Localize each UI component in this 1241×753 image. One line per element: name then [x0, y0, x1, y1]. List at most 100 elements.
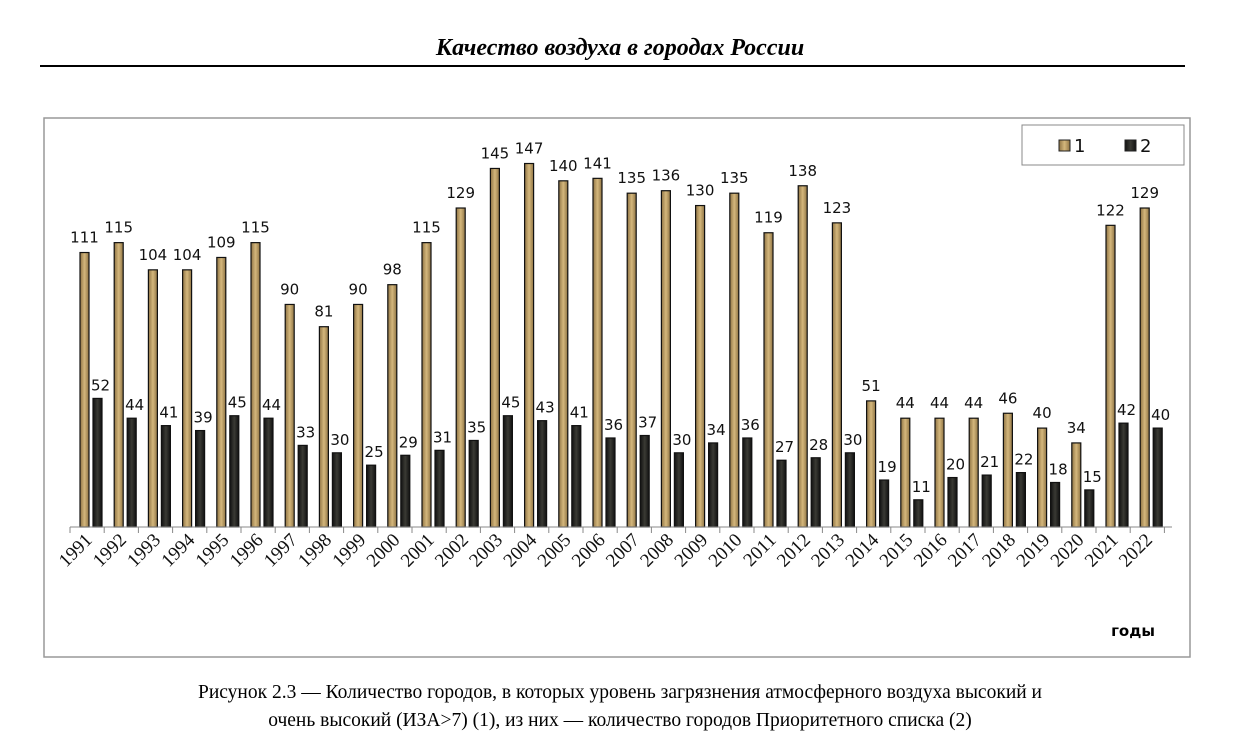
data-label-series-2-2021: 42 — [1117, 401, 1136, 419]
bar-series-1-2016 — [934, 417, 945, 528]
legend: 1 2 — [1021, 124, 1185, 166]
bar-series-1-2010 — [729, 192, 740, 528]
data-label-series-2-1995: 45 — [228, 394, 247, 412]
data-label-series-1-2001: 115 — [412, 219, 441, 237]
bars: 111 52 115 44 104 41 104 39 109 45 115 44 90 33 81 30 90… — [70, 140, 1170, 528]
bar-series-2-2013 — [844, 452, 856, 528]
data-label-series-1-2021: 122 — [1096, 201, 1125, 219]
data-label-series-1-2006: 141 — [583, 154, 612, 172]
data-label-series-1-2016: 44 — [930, 394, 949, 412]
x-tick-label-2003: 2003 — [465, 530, 507, 572]
x-tick-label-1998: 1998 — [294, 530, 336, 572]
bar-series-2-2020 — [1084, 489, 1095, 528]
x-tick-label-2000: 2000 — [363, 530, 405, 572]
data-label-series-2-1998: 30 — [330, 431, 349, 449]
data-label-series-2-2007: 37 — [638, 414, 657, 432]
bar-series-1-2001 — [421, 242, 432, 528]
bar-series-2-2005 — [571, 425, 582, 528]
caption-line-2: очень высокий (ИЗА>7) (1), из них — коли… — [268, 710, 972, 731]
x-tick-label-2018: 2018 — [978, 530, 1020, 572]
bar-series-2-1998 — [331, 452, 342, 528]
x-tick-label-1991: 1991 — [55, 530, 97, 572]
data-label-series-2-2002: 35 — [467, 418, 486, 436]
data-label-series-1-1992: 115 — [104, 219, 133, 237]
bar-series-1-1992 — [113, 242, 124, 528]
bar-series-1-1999 — [353, 303, 364, 528]
x-tick-label-1994: 1994 — [158, 529, 200, 571]
data-label-series-2-2006: 36 — [604, 416, 623, 434]
data-label-series-2-1993: 41 — [159, 404, 178, 422]
bar-series-1-1997 — [284, 303, 295, 528]
data-label-series-1-1991: 111 — [70, 229, 99, 247]
x-tick-label-2001: 2001 — [397, 530, 439, 572]
bar-series-1-2015 — [900, 417, 911, 528]
x-axis-label: годы — [1111, 622, 1155, 640]
data-label-series-1-2018: 46 — [998, 389, 1017, 407]
bar-series-2-2010 — [742, 437, 753, 528]
bar-series-2-2011 — [776, 459, 787, 528]
data-label-series-2-2008: 30 — [672, 431, 691, 449]
data-label-series-1-2011: 119 — [754, 209, 783, 227]
bar-series-1-2022 — [1139, 207, 1150, 528]
data-label-series-1-2002: 129 — [446, 184, 475, 202]
data-label-series-1-2004: 147 — [515, 140, 544, 158]
bar-series-1-2009 — [694, 204, 706, 528]
x-tick-label-2005: 2005 — [534, 530, 576, 572]
bar-series-1-2006 — [592, 177, 603, 528]
data-label-series-2-2010: 36 — [741, 416, 760, 434]
x-tick-label-2002: 2002 — [431, 530, 473, 572]
x-tick-label-2019: 2019 — [1013, 530, 1055, 572]
data-label-series-2-2009: 34 — [707, 421, 726, 439]
data-label-series-2-2022: 40 — [1151, 406, 1170, 424]
bar-series-1-2019 — [1036, 427, 1048, 528]
data-label-series-1-2010: 135 — [720, 169, 749, 187]
x-tick-label-2020: 2020 — [1047, 530, 1089, 572]
page-header-title: Качество воздуха в городах России — [435, 35, 804, 61]
x-tick-label-2017: 2017 — [944, 530, 986, 572]
data-label-series-2-1997: 33 — [296, 423, 315, 441]
bar-series-2-2012 — [810, 457, 821, 528]
bar-series-1-2008 — [660, 190, 672, 528]
bar-series-2-1995 — [229, 415, 240, 528]
data-label-series-2-2005: 41 — [570, 404, 589, 422]
data-label-series-1-2007: 135 — [617, 169, 646, 187]
bar-series-1-2021 — [1105, 224, 1116, 528]
bar-series-2-2003 — [502, 415, 513, 528]
bar-series-2-1994 — [195, 429, 206, 528]
bar-series-1-1994 — [182, 269, 193, 528]
bar-series-2-2000 — [400, 454, 411, 528]
data-label-series-1-1993: 104 — [139, 246, 168, 264]
x-tick-label-2007: 2007 — [602, 530, 644, 572]
bar-series-2-2009 — [707, 442, 719, 528]
x-tick-label-2008: 2008 — [636, 530, 678, 572]
data-label-series-1-2017: 44 — [964, 394, 983, 412]
data-label-series-1-2009: 130 — [686, 182, 715, 200]
chart-frame — [43, 117, 1191, 658]
x-tick-label-2013: 2013 — [807, 530, 849, 572]
data-label-series-2-2016: 20 — [946, 456, 965, 474]
data-label-series-1-2005: 140 — [549, 157, 578, 175]
bar-series-2-2004 — [536, 420, 548, 528]
caption-line-1: Рисунок 2.3 — Количество городов, в кото… — [198, 682, 1042, 703]
data-label-series-1-2012: 138 — [788, 162, 817, 180]
bar-series-1-2004 — [523, 162, 535, 528]
data-label-series-1-1999: 90 — [349, 280, 368, 298]
bar-series-2-2002 — [468, 439, 479, 528]
bar-series-2-2008 — [673, 452, 685, 528]
bar-series-2-1996 — [263, 417, 274, 528]
bar-series-1-2017 — [968, 417, 979, 528]
bar-series-1-1996 — [250, 242, 261, 528]
data-label-series-1-2003: 145 — [481, 144, 510, 162]
bar-series-1-2007 — [626, 192, 637, 528]
data-label-series-2-2011: 27 — [775, 438, 794, 456]
data-label-series-1-2015: 44 — [896, 394, 915, 412]
bar-series-2-1993 — [160, 425, 171, 528]
bar-series-2-2017 — [981, 474, 992, 528]
bar-series-2-2006 — [605, 437, 616, 528]
data-label-series-2-1999: 25 — [365, 443, 384, 461]
bar-series-1-2012 — [797, 185, 808, 528]
data-label-series-2-2014: 19 — [878, 458, 897, 476]
legend-label-2: 2 — [1140, 136, 1151, 157]
bar-series-1-1991 — [79, 251, 90, 528]
